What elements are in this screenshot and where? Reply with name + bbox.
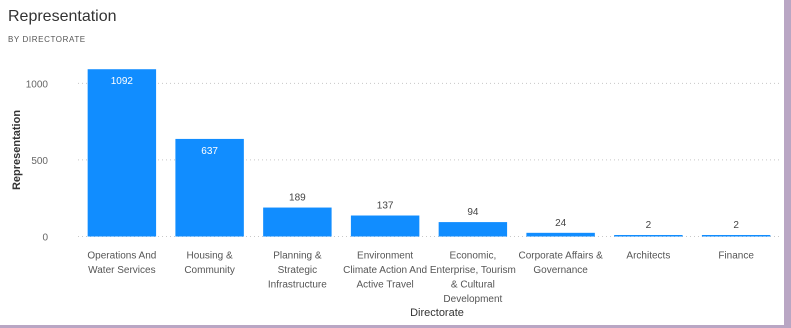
data-label: 2	[733, 220, 739, 231]
x-tick-label: Housing & Community	[184, 251, 235, 277]
bar	[175, 138, 244, 237]
x-axis-ticks: Operations And Water Services Housing & Com…	[87, 251, 754, 306]
chart-title: Representation	[8, 8, 117, 25]
bars	[87, 69, 771, 237]
x-axis-title: Directorate	[410, 307, 464, 319]
x-tick-label: Environment Climate Action And Active Trav…	[343, 251, 427, 291]
y-tick-label: 1000	[26, 79, 49, 90]
x-tick-label: Architects	[626, 251, 670, 262]
x-tick-label: Economic, Enterprise, Tourism & Cultural De…	[430, 251, 516, 306]
data-label: 24	[555, 218, 567, 229]
x-tick-label-line: Community	[184, 265, 235, 276]
x-tick-label-line: Environment	[357, 251, 413, 262]
data-labels: 1092 637 189 137 94 24 2 2	[111, 76, 740, 231]
x-tick-label-line: Active Travel	[357, 280, 414, 291]
x-tick-label-line: Operations And	[87, 251, 156, 262]
x-tick-label-line: Strategic	[278, 265, 317, 276]
bar	[87, 69, 157, 237]
data-label: 1092	[111, 76, 134, 87]
y-tick-label: 0	[42, 233, 48, 244]
bar	[263, 207, 332, 237]
bar	[350, 215, 420, 237]
data-label: 189	[289, 193, 306, 204]
data-label: 2	[646, 220, 652, 231]
x-tick-label-line: Development	[443, 294, 502, 305]
x-tick-label-line: & Cultural	[451, 280, 495, 291]
y-axis-ticks: 0 500 1000	[26, 79, 49, 243]
bar	[614, 235, 683, 237]
x-tick-label-line: Governance	[533, 265, 588, 276]
x-tick-label-line: Architects	[626, 251, 670, 262]
x-tick-label: Planning & Strategic Infrastructure	[268, 251, 327, 291]
x-tick-label-line: Corporate Affairs &	[518, 251, 603, 262]
x-tick-label-line: Climate Action And	[343, 265, 427, 276]
x-tick-label-line: Planning &	[273, 251, 322, 262]
bar	[701, 235, 771, 237]
x-tick-label: Corporate Affairs & Governance	[518, 251, 603, 277]
x-tick-label-line: Enterprise, Tourism	[430, 265, 516, 276]
x-tick-label-line: Water Services	[88, 265, 155, 276]
x-tick-label: Operations And Water Services	[87, 251, 156, 277]
data-label: 94	[467, 207, 479, 218]
bar	[438, 222, 508, 237]
data-label: 637	[201, 146, 218, 157]
x-tick-label-line: Finance	[718, 251, 754, 262]
y-axis-title: Representation	[11, 110, 23, 190]
data-label: 137	[377, 201, 394, 212]
x-tick-label-line: Infrastructure	[268, 280, 327, 291]
x-tick-label-line: Housing &	[187, 251, 233, 262]
bar	[526, 232, 595, 237]
y-tick-label: 500	[31, 156, 48, 167]
chart-subtitle: BY DIRECTORATE	[8, 35, 86, 44]
x-tick-label-line: Economic,	[450, 251, 497, 262]
x-tick-label: Finance	[718, 251, 754, 262]
